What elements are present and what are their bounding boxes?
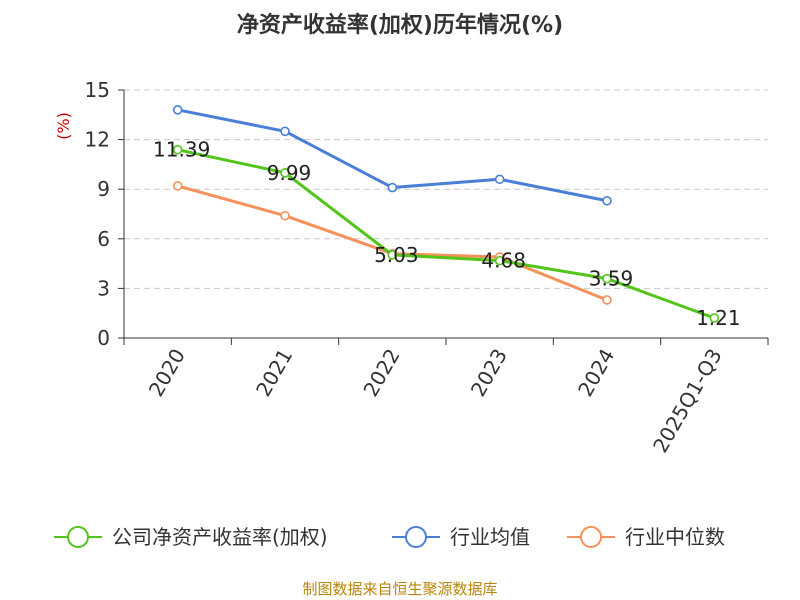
data-point (709, 313, 720, 323)
series-line (177, 148, 715, 320)
y-tick-label: 12 (85, 128, 110, 152)
y-tick-label: 0 (97, 326, 110, 350)
data-point (280, 210, 290, 221)
data-point (280, 126, 290, 137)
data-point (387, 182, 398, 193)
x-tick-label: 2021 (251, 345, 297, 401)
source-note: 制图数据来自恒生聚源数据库 (302, 580, 497, 598)
x-tick-label: 2024 (573, 345, 619, 401)
gridlines (124, 89, 768, 289)
legend-marker-swatch (405, 526, 427, 548)
data-point (172, 144, 183, 155)
data-label: 1.21 (696, 306, 741, 330)
data-point (172, 181, 183, 191)
axes: 0 3 6 9 12 15 2020 2021 2022 2023 2024 2025Q1-Q3 (85, 78, 769, 457)
x-tick-label: 2020 (144, 345, 190, 401)
data-label: 9.99 (267, 161, 312, 185)
legend-item: 行业均值 (392, 525, 530, 549)
series-lines (172, 105, 720, 323)
legend-label: 行业均值 (450, 525, 530, 549)
y-tick-label: 9 (97, 177, 110, 201)
data-point (172, 105, 183, 115)
legend-item: 公司净资产收益率(加权) (54, 525, 328, 549)
data-label: 4.68 (481, 249, 526, 273)
legend-marker-swatch (580, 526, 602, 548)
chart-title: 净资产收益率(加权)历年情况(%) (237, 12, 563, 38)
data-labels: 11.39 9.99 5.03 4.68 3.59 1.21 (153, 138, 741, 330)
y-tick-label: 15 (85, 78, 110, 102)
data-label: 5.03 (374, 243, 419, 267)
data-point (494, 255, 505, 266)
data-point (387, 250, 398, 260)
y-tick-label: 3 (97, 276, 110, 300)
y-tick-label: 6 (97, 227, 110, 251)
x-tick-label: 2023 (466, 344, 512, 400)
legend-label: 行业中位数 (625, 525, 725, 549)
legend-marker-swatch (67, 526, 89, 548)
data-point (494, 174, 505, 185)
legend-item: 行业中位数 (567, 525, 725, 549)
x-tick-label: 2022 (358, 345, 404, 401)
data-label: 11.39 (153, 138, 210, 162)
data-point (280, 168, 290, 178)
legend-label: 公司净资产收益率(加权) (112, 525, 328, 549)
x-tick-label: 2025Q1-Q3 (648, 345, 727, 457)
y-axis-unit-label: (%) (54, 112, 73, 140)
data-point (602, 295, 612, 305)
data-point (602, 273, 612, 284)
legend: 公司净资产收益率(加权) 行业均值 行业中位数 (54, 525, 725, 549)
data-label: 3.59 (589, 267, 634, 291)
data-point (602, 195, 612, 206)
